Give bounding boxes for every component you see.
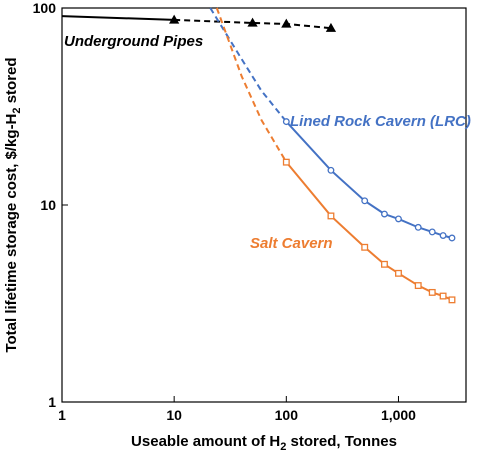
series-label: Lined Rock Cavern (LRC) [290, 113, 471, 130]
x-tick-label: 1 [58, 407, 66, 423]
x-axis-title: Useable amount of H2 stored, Tonnes [131, 433, 397, 453]
marker [361, 243, 369, 251]
x-title-part: Useable amount of H [131, 433, 280, 450]
x-title-part: stored, Tonnes [286, 433, 397, 450]
y-tick-label: 100 [33, 0, 57, 16]
marker [281, 18, 292, 28]
x-title-sub: 2 [280, 441, 286, 453]
marker [428, 228, 436, 236]
plot-frame [61, 7, 467, 403]
x-tick-label: 10 [166, 407, 182, 423]
marker [395, 215, 402, 223]
marker [395, 269, 402, 277]
x-tick-label: 1,000 [381, 407, 416, 423]
marker [169, 14, 180, 24]
x-tick-label: 100 [275, 407, 299, 423]
y-tick-label: 1 [48, 394, 56, 410]
marker [381, 260, 388, 268]
marker [282, 118, 290, 126]
dashed-line [174, 18, 332, 30]
y-tick-label: 10 [40, 197, 56, 213]
marker [414, 223, 422, 231]
y-title-part: stored [3, 57, 20, 107]
solid-line [285, 120, 453, 239]
solid-line [61, 15, 175, 21]
dashed-line [209, 7, 288, 123]
marker [361, 197, 369, 205]
marker [448, 296, 456, 304]
series-label: Salt Cavern [250, 235, 333, 252]
marker [247, 17, 258, 27]
dashed-line [215, 7, 288, 163]
marker [428, 288, 436, 296]
marker [327, 212, 335, 220]
marker [282, 158, 290, 166]
series-label: Underground Pipes [64, 33, 203, 50]
marker [414, 282, 422, 290]
marker [439, 232, 447, 239]
marker [381, 210, 388, 218]
marker [325, 22, 337, 32]
y-title-sub: 2 [11, 107, 23, 113]
marker [327, 166, 335, 174]
marker [439, 292, 447, 300]
y-axis-title: Total lifetime storage cost, $/kg-H2 sto… [3, 57, 23, 352]
y-title-part: Total lifetime storage cost, $/kg-H [3, 114, 20, 353]
marker [448, 234, 456, 242]
